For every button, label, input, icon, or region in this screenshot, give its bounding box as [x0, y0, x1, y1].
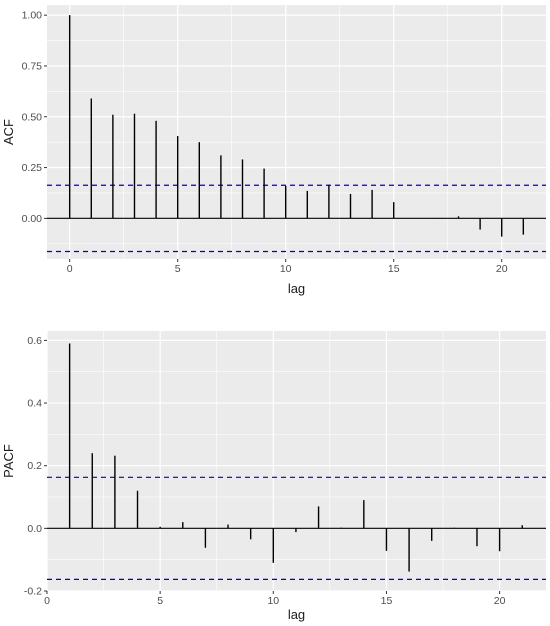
acf-y-tick-label: 0.50 [22, 111, 43, 123]
acf-x-axis-title: lag [288, 281, 305, 296]
acf-y-tick-label: 0.75 [22, 60, 43, 72]
pacf-y-tick-label: 0.4 [27, 398, 42, 410]
acf-panel-background [47, 5, 546, 259]
pacf-y-tick-label: 0.0 [27, 523, 42, 535]
pacf-x-tick-label: 20 [494, 595, 506, 607]
acf-y-tick-label: 1.00 [22, 10, 43, 22]
pacf-y-tick-label: 0.6 [27, 335, 42, 347]
acf-y-axis-title: ACF [1, 119, 16, 145]
pacf-panel-background [47, 331, 546, 591]
pacf-x-axis-title: lag [288, 607, 305, 622]
acf-x-tick-label: 5 [175, 263, 181, 275]
pacf-x-tick-label: 10 [267, 595, 279, 607]
pacf-y-tick-label: -0.2 [24, 586, 42, 598]
pacf-x-tick-label: 15 [381, 595, 393, 607]
acf-x-tick-label: 20 [496, 263, 508, 275]
pacf-x-tick-label: 5 [157, 595, 163, 607]
acf-x-tick-label: 10 [280, 263, 292, 275]
acf-y-tick-label: 0.00 [22, 213, 43, 225]
acf-x-tick-label: 15 [388, 263, 400, 275]
pacf-y-axis-title: PACF [1, 444, 16, 478]
acf-chart: 0 5 10 15 20 0.00 0.25 0.50 0.75 1.00 lag ACF [1, 5, 546, 296]
pacf-y-tick-label: 0.2 [27, 460, 42, 472]
pacf-chart: 0 5 10 15 20 -0.2 0.0 0.2 0.4 0.6 lag PACF [1, 331, 546, 622]
acf-y-tick-label: 0.25 [22, 162, 43, 174]
acf-x-tick-label: 0 [67, 263, 73, 275]
pacf-x-tick-label: 0 [44, 595, 50, 607]
